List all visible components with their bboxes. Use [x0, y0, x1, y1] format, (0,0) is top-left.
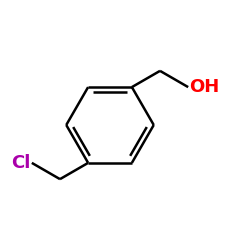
- Text: OH: OH: [190, 78, 220, 96]
- Text: Cl: Cl: [11, 154, 30, 172]
